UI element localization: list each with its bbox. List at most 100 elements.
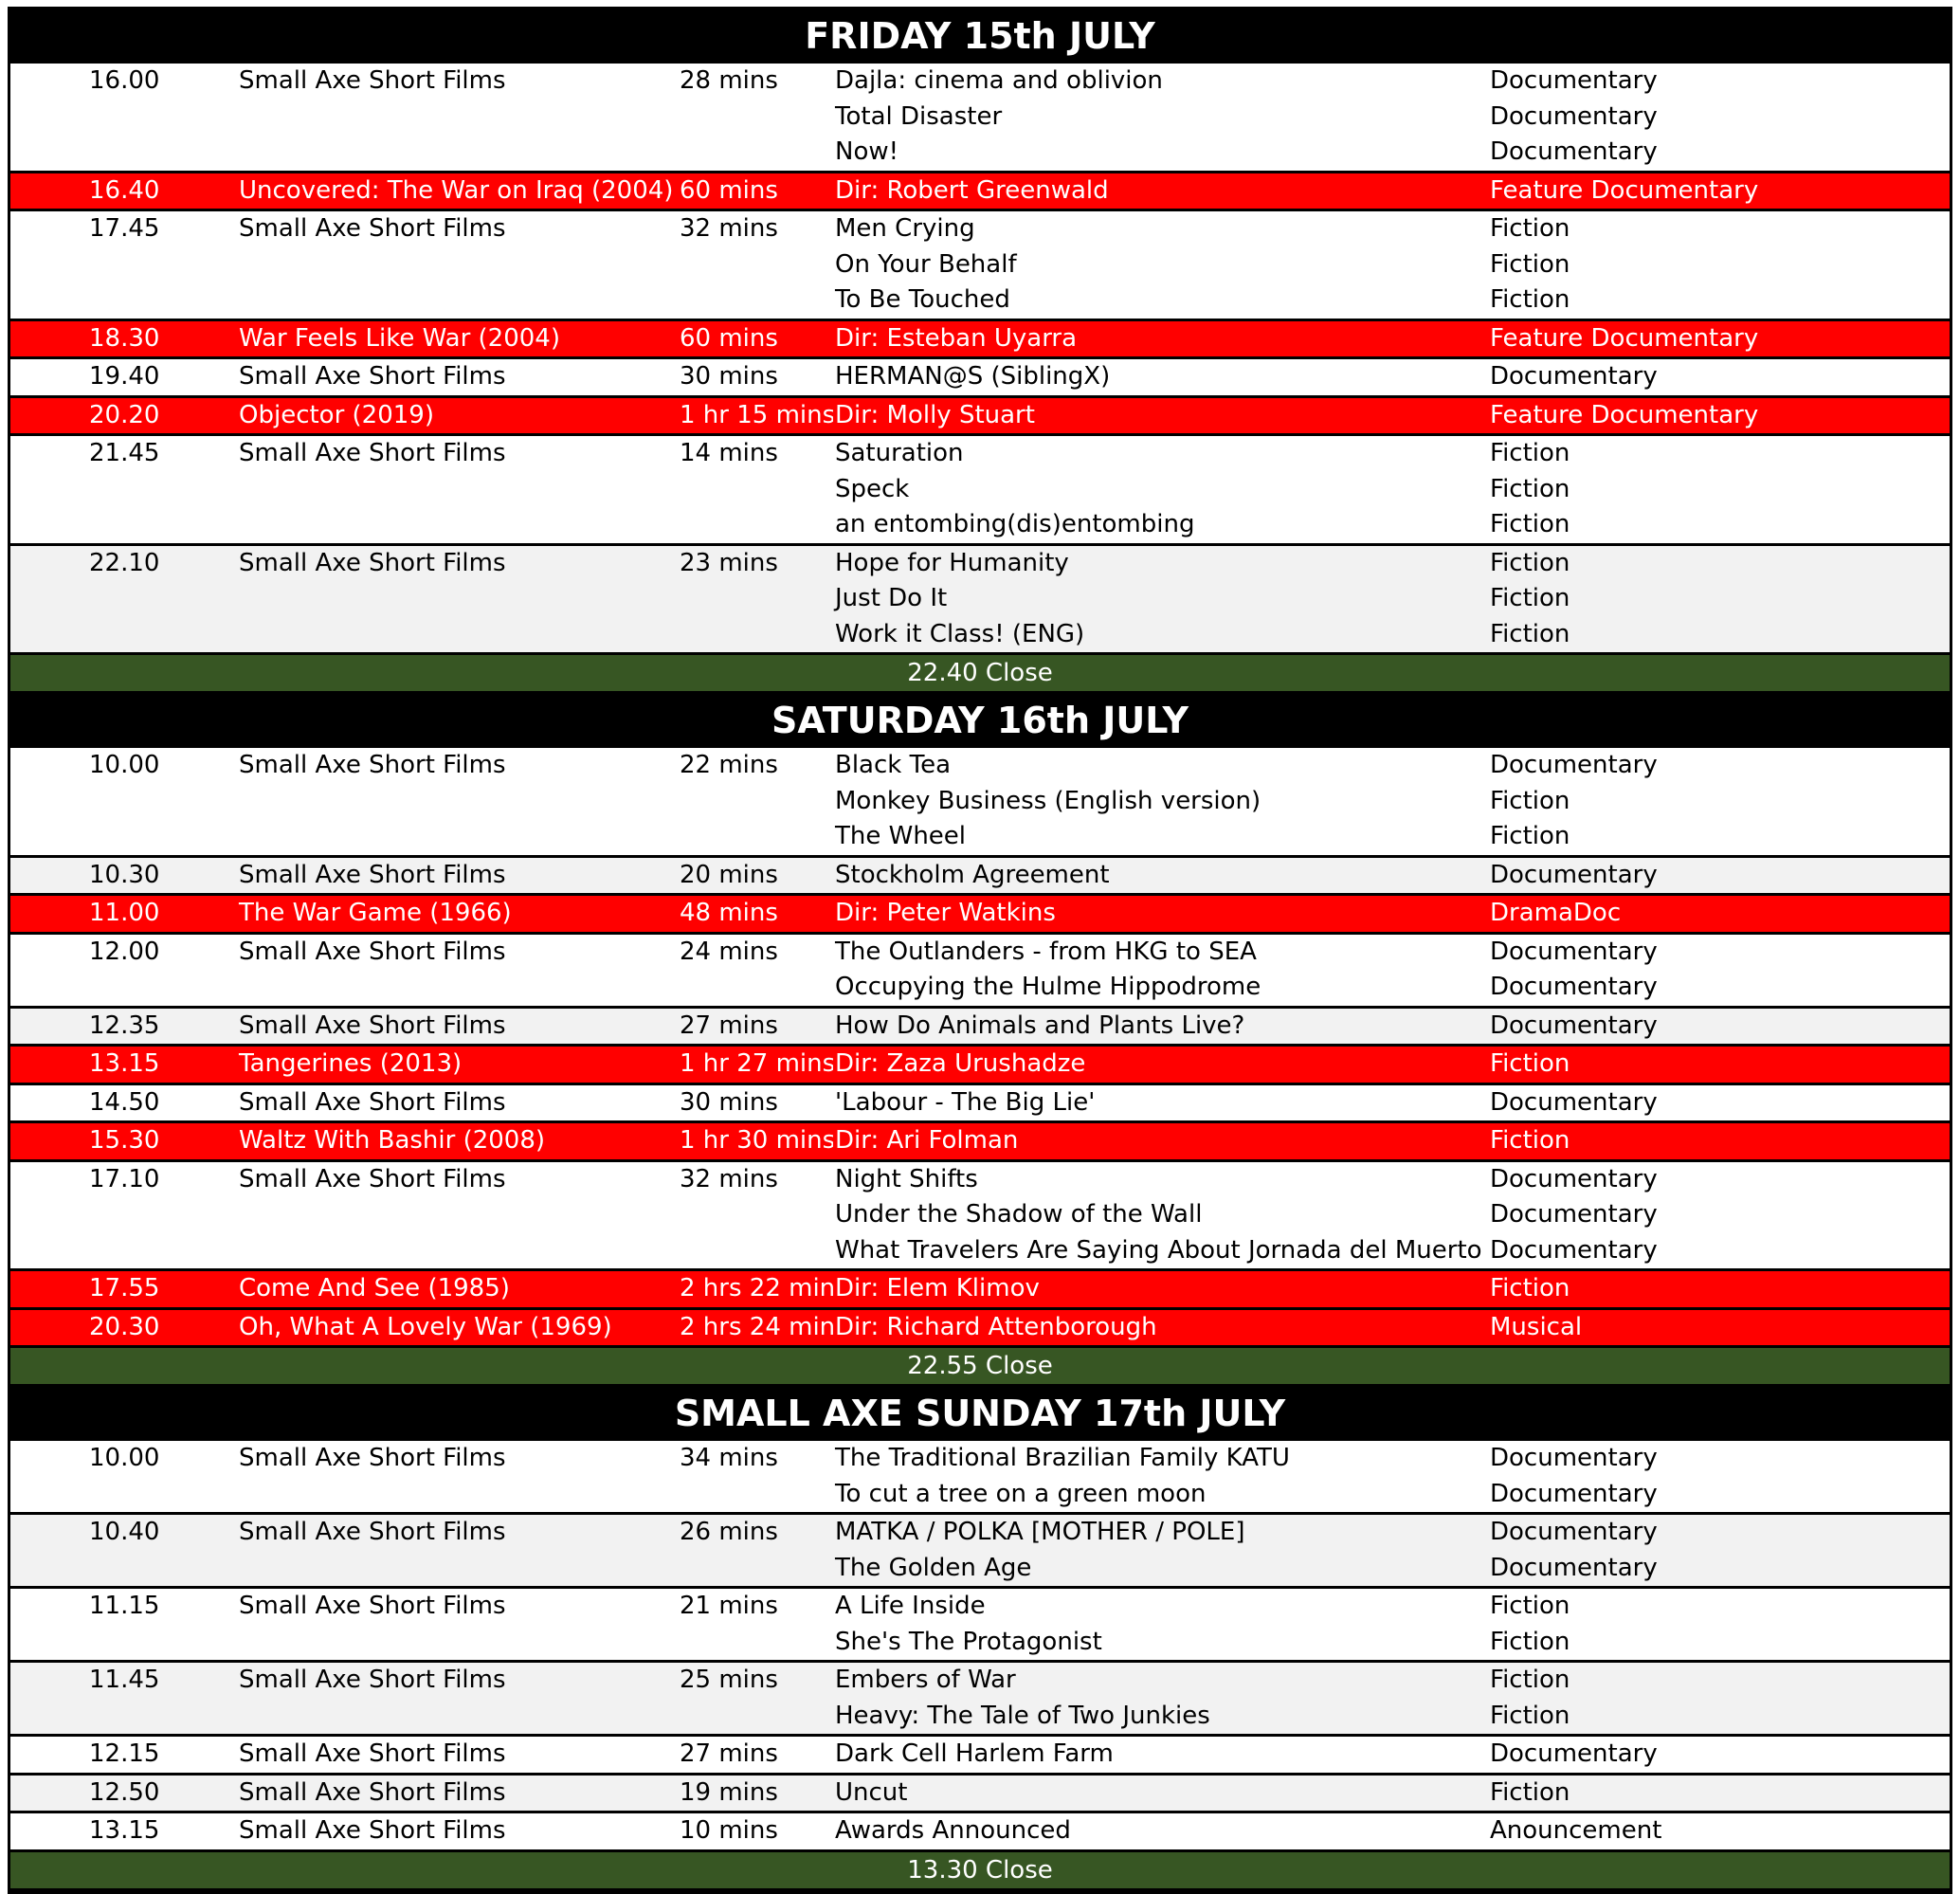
schedule-row: 22.10 Small Axe Short Films 23 mins Hope fo… <box>10 545 1950 655</box>
schedule-row: 15.30 Waltz With Bashir (2008) 1 hr 30 min… <box>10 1123 1950 1162</box>
film-genre: Fiction <box>1490 1666 1570 1694</box>
film-title: Dir: Peter Watkins <box>835 899 1056 927</box>
film-genre: Fiction <box>1490 584 1570 612</box>
film-genre: Fiction <box>1490 285 1570 314</box>
film-title: an entombing(dis)entombing <box>835 510 1195 538</box>
film-genre: Fiction <box>1490 214 1570 243</box>
film-title: She's The Protagonist <box>835 1627 1102 1656</box>
film-title: Black Tea <box>835 751 952 779</box>
duration: 60 mins <box>680 175 778 205</box>
schedule-row: 11.00 The War Game (1966) 48 mins Dir: Pete… <box>10 896 1950 935</box>
duration: 2 hrs 22 mins <box>680 1274 833 1302</box>
schedule-row: 14.50 Small Axe Short Films 30 mins 'Labour… <box>10 1084 1950 1123</box>
film-genre: Feature Documentary <box>1490 400 1759 429</box>
duration: 48 mins <box>680 899 778 927</box>
schedule-row: 16.40 Uncovered: The War on Iraq (2004) 60… <box>10 173 1950 211</box>
schedule-row: 17.10 Small Axe Short Films 32 mins Night S… <box>10 1161 1950 1271</box>
film-genre: Fiction <box>1490 474 1570 503</box>
film-genre: Documentary <box>1490 1200 1658 1229</box>
program: Small Axe Short Films <box>239 1087 506 1117</box>
duration: 24 mins <box>680 937 778 966</box>
time: 10.30 <box>89 860 160 889</box>
close-time: 22.40 Close <box>10 655 1950 694</box>
schedule-row: 12.35 Small Axe Short Films 27 mins How Do … <box>10 1008 1950 1047</box>
program: Come And See (1985) <box>239 1274 510 1302</box>
schedule-row: 21.45 Small Axe Short Films 14 mins Saturat… <box>10 436 1950 546</box>
time: 16.40 <box>89 175 160 205</box>
film-genre: Documentary <box>1490 1518 1658 1546</box>
film-title: The Traditional Brazilian Family KATU <box>835 1444 1290 1472</box>
film-genre: DramaDoc <box>1490 899 1622 927</box>
schedule-row: 13.15 Tangerines (2013) 1 hr 27 mins Dir: Z… <box>10 1047 1950 1085</box>
program: Uncovered: The War on Iraq (2004) <box>239 175 674 205</box>
duration: 30 mins <box>680 1087 778 1117</box>
film-title: Dir: Zaza Urushadze <box>835 1049 1086 1078</box>
film-title: The Golden Age <box>835 1553 1032 1582</box>
film-title: 'Labour - The Big Lie' <box>835 1087 1096 1117</box>
program: Small Axe Short Films <box>239 751 506 779</box>
film-genre: Fiction <box>1490 619 1570 648</box>
film-genre: Fiction <box>1490 510 1570 538</box>
duration: 27 mins <box>680 1011 778 1040</box>
film-title: Uncut <box>835 1777 908 1807</box>
film-genre: Fiction <box>1490 249 1570 279</box>
program: Small Axe Short Films <box>239 860 506 889</box>
film-title: Heavy: The Tale of Two Junkies <box>835 1701 1210 1730</box>
schedule-row: 10.30 Small Axe Short Films 20 mins Stockho… <box>10 857 1950 896</box>
film-genre: Feature Documentary <box>1490 175 1759 205</box>
film-genre: Documentary <box>1490 1011 1658 1040</box>
time: 12.35 <box>89 1011 160 1040</box>
program: Small Axe Short Films <box>239 362 506 391</box>
time: 20.30 <box>89 1312 160 1341</box>
duration: 32 mins <box>680 214 778 243</box>
duration: 28 mins <box>680 66 778 95</box>
schedule-row: 20.20 Objector (2019) 1 hr 15 mins Dir: Mol… <box>10 397 1950 436</box>
duration: 2 hrs 24 mins <box>680 1312 833 1341</box>
film-genre: Documentary <box>1490 101 1658 131</box>
close-time: 13.30 Close <box>10 1851 1950 1891</box>
duration: 23 mins <box>680 548 778 577</box>
film-title: The Outlanders - from HKG to SEA <box>835 937 1257 966</box>
schedule-row: 20.30 Oh, What A Lovely War (1969) 2 hrs 2… <box>10 1309 1950 1348</box>
film-title: What Travelers Are Saying About Jornada … <box>835 1235 1482 1265</box>
film-title: Monkey Business (English version) <box>835 786 1261 815</box>
duration: 14 mins <box>680 439 778 467</box>
program: Tangerines (2013) <box>239 1049 463 1078</box>
film-genre: Documentary <box>1490 362 1658 391</box>
time: 10.00 <box>89 751 160 779</box>
time: 11.45 <box>89 1666 160 1694</box>
film-title: Dajla: cinema and oblivion <box>835 66 1163 95</box>
program: Small Axe Short Films <box>239 1011 506 1040</box>
program: Small Axe Short Films <box>239 1816 506 1845</box>
film-title: Dir: Ari Folman <box>835 1126 1019 1155</box>
time: 17.45 <box>89 214 160 243</box>
film-title: The Wheel <box>835 822 967 850</box>
film-title: Just Do It <box>835 584 948 612</box>
film-title: Dir: Elem Klimov <box>835 1274 1040 1302</box>
time: 21.45 <box>89 439 160 467</box>
time: 13.15 <box>89 1816 160 1845</box>
schedule-row: 10.00 Small Axe Short Films 22 mins Black T… <box>10 748 1950 858</box>
film-title: Dir: Robert Greenwald <box>835 175 1109 205</box>
film-genre: Fiction <box>1490 822 1570 850</box>
time: 18.30 <box>89 323 160 353</box>
duration: 10 mins <box>680 1816 778 1845</box>
film-title: HERMAN@S (SiblingX) <box>835 362 1111 391</box>
film-genre: Documentary <box>1490 1739 1658 1768</box>
program: Small Axe Short Films <box>239 66 506 95</box>
film-title: Night Shifts <box>835 1164 978 1193</box>
program: Small Axe Short Films <box>239 1592 506 1620</box>
schedule: FRIDAY 15th JULY 16.00 Small Axe Short Fil… <box>8 7 1952 1894</box>
program: Oh, What A Lovely War (1969) <box>239 1312 612 1341</box>
film-genre: Documentary <box>1490 937 1658 966</box>
day-title: SMALL AXE SUNDAY 17th JULY <box>10 1387 1950 1441</box>
program: Waltz With Bashir (2008) <box>239 1126 546 1155</box>
duration: 1 hr 30 mins <box>680 1126 833 1155</box>
duration: 22 mins <box>680 751 778 779</box>
duration: 20 mins <box>680 860 778 889</box>
film-title: Dark Cell Harlem Farm <box>835 1739 1114 1768</box>
film-genre: Documentary <box>1490 66 1658 95</box>
film-title: Men Crying <box>835 214 975 243</box>
film-genre: Musical <box>1490 1312 1583 1341</box>
film-title: Hope for Humanity <box>835 548 1069 577</box>
